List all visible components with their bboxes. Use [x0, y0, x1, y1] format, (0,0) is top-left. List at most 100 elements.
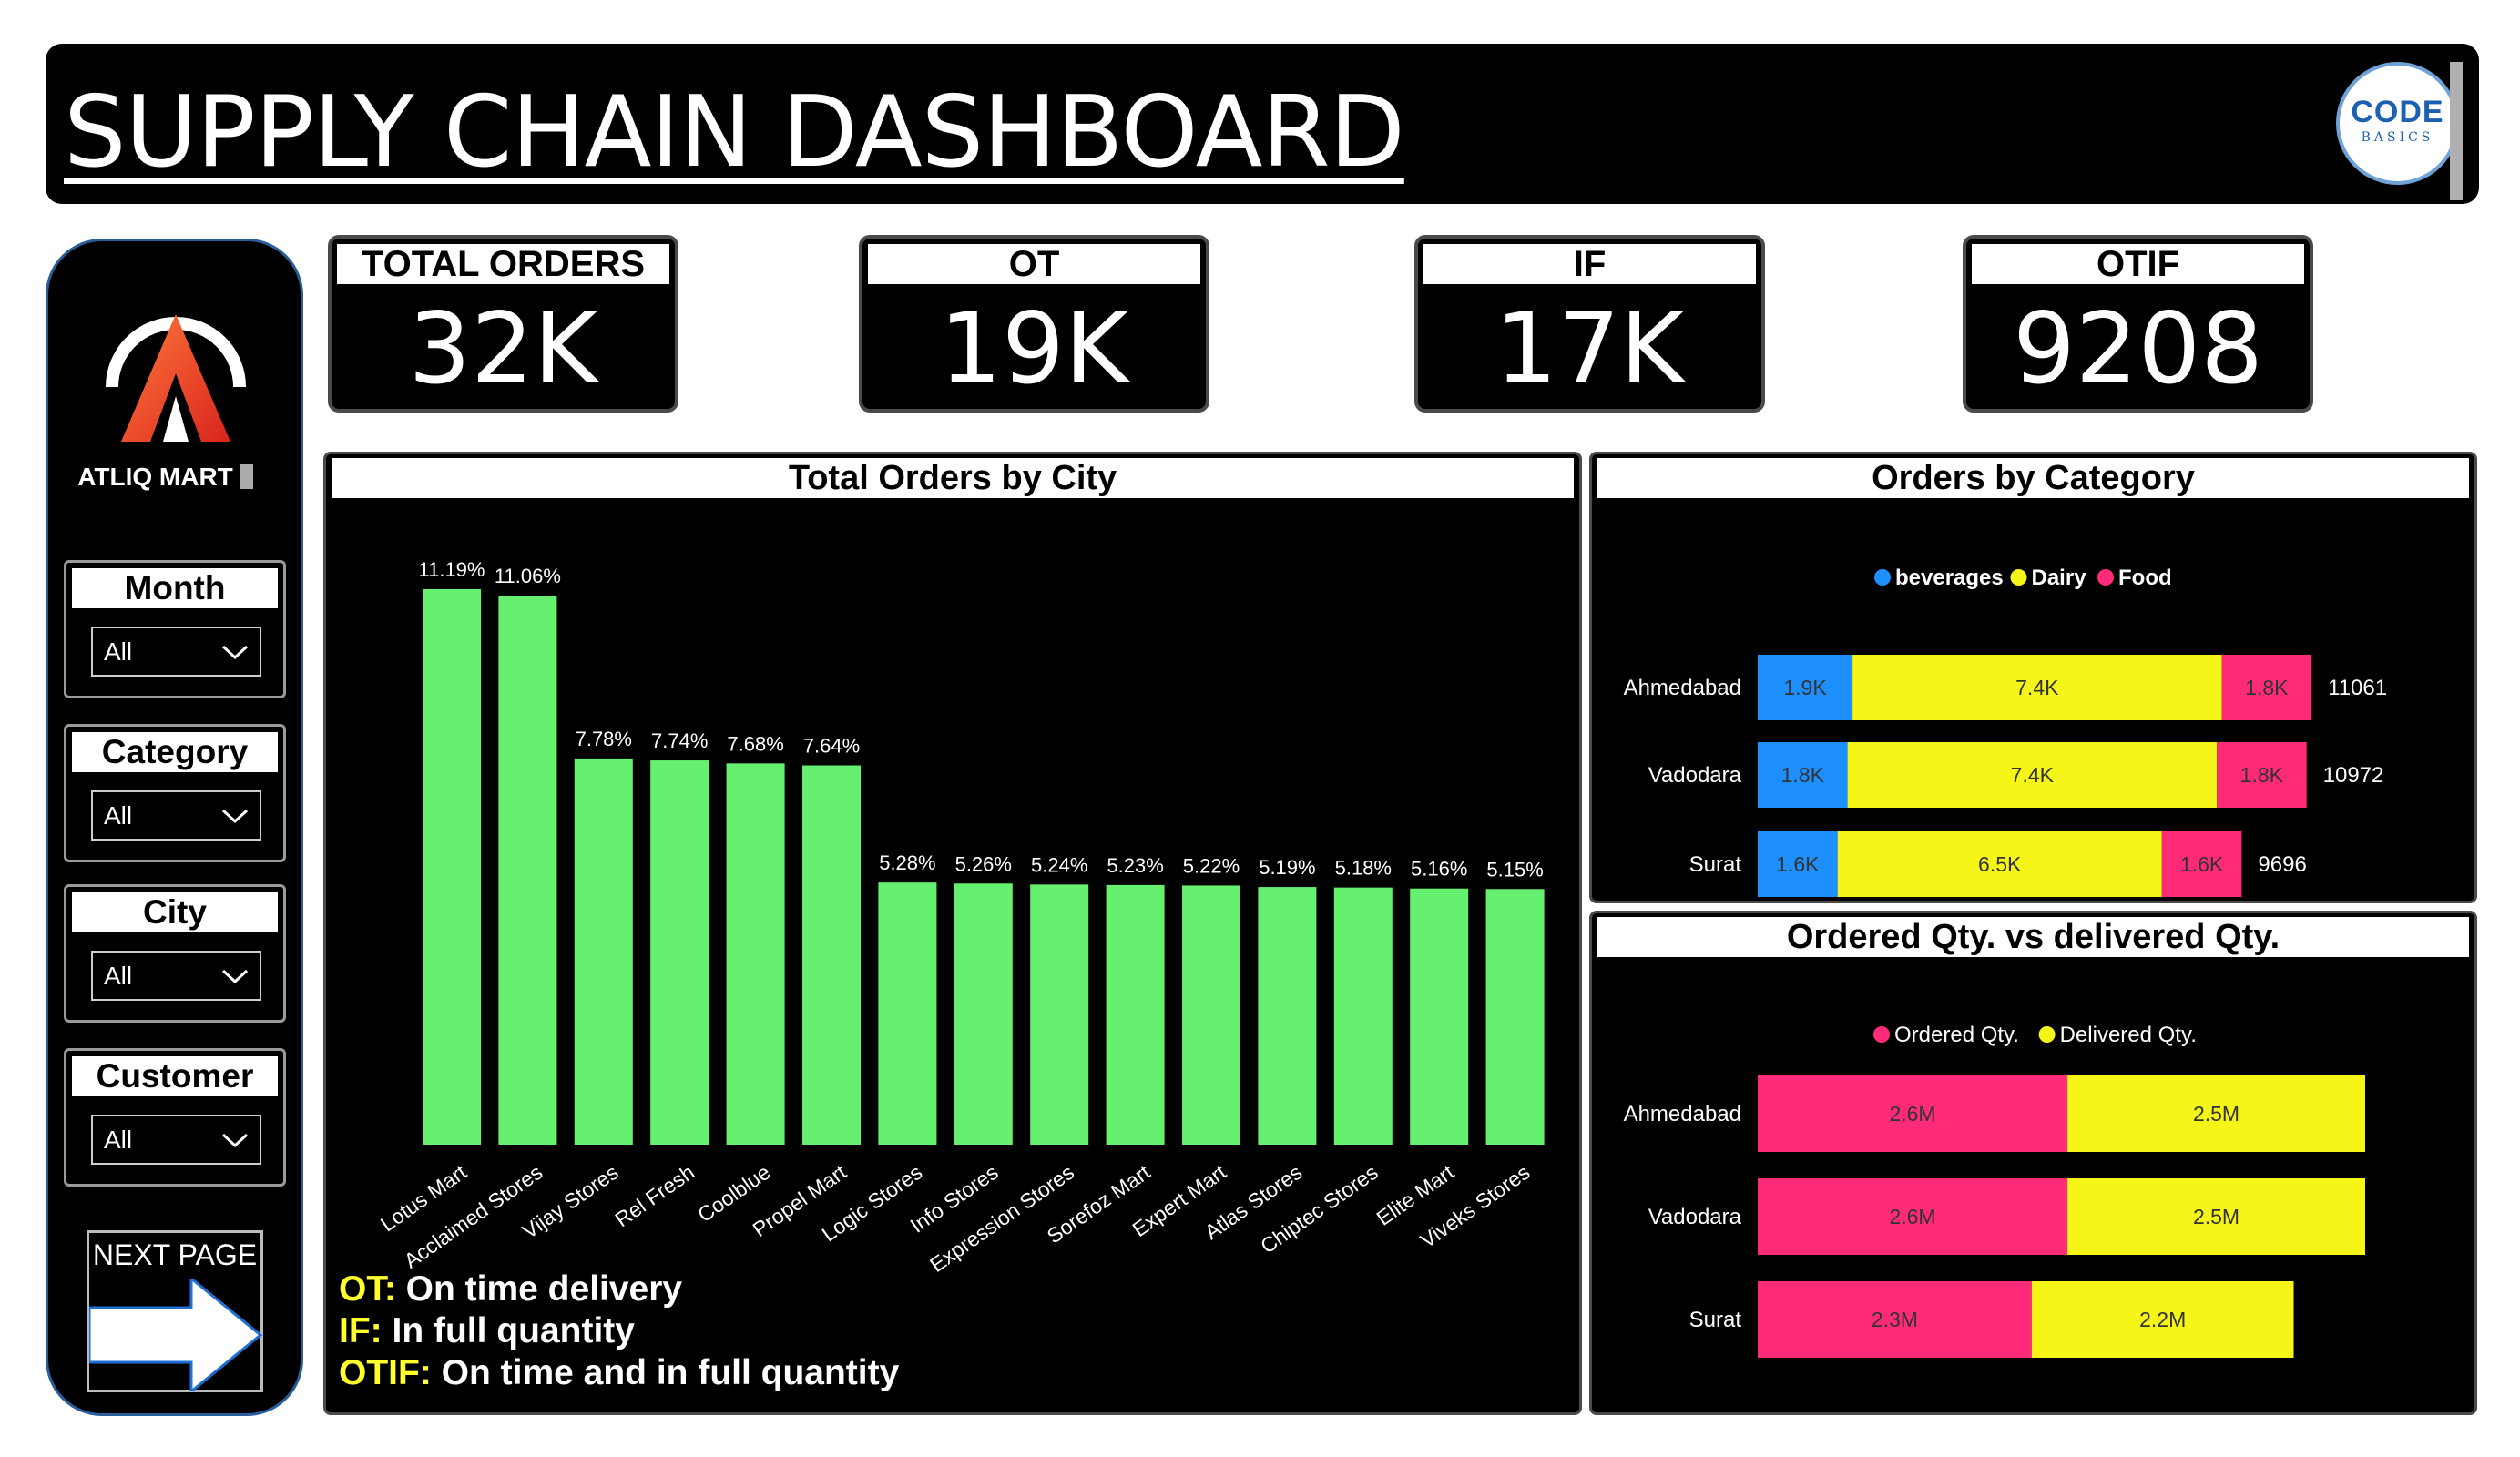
codebasics-logo: CODE BASICS	[2336, 62, 2459, 185]
city-bar-label: 7.78%	[576, 728, 632, 750]
city-bar-label: 5.19%	[1259, 856, 1315, 879]
segment-label: 2.5M	[2193, 1205, 2239, 1228]
city-bar	[1485, 889, 1545, 1145]
row-label: Ahmedabad	[1624, 676, 1741, 700]
city-bar-label: 5.28%	[879, 851, 935, 874]
segment-label: 6.5K	[1978, 852, 2022, 876]
stack-segment	[1758, 1281, 2032, 1358]
customer-dropdown[interactable]: All	[91, 1115, 261, 1165]
total-orders-by-city-chart: Total Orders by City 11.19% Lotus Mart 11.…	[323, 452, 1582, 1415]
month-dropdown[interactable]: All	[91, 627, 261, 677]
category-dropdown-value: All	[104, 801, 133, 830]
dashboard-header: SUPPLY CHAIN DASHBOARD	[46, 44, 2479, 204]
city-bar-label: 5.16%	[1411, 858, 1467, 881]
kpi-value: 19K	[939, 292, 1129, 406]
legend-label: Delivered Qty.	[2060, 1023, 2197, 1047]
brand-logo-main: CODE	[2351, 95, 2444, 129]
stack-segment	[1758, 655, 1853, 720]
category-filter-label: Category	[72, 732, 278, 772]
month-dropdown-value: All	[104, 637, 133, 666]
legend-marker	[1874, 569, 1891, 586]
city-bar	[802, 765, 861, 1145]
legend-label: beverages	[1895, 565, 2004, 590]
city-bar-label: 5.18%	[1335, 857, 1392, 880]
city-bar-label: 5.24%	[1031, 853, 1087, 876]
stack-segment	[1847, 742, 2218, 808]
city-category-label: Acclaimed Stores	[400, 1160, 547, 1273]
ordered-vs-delivered-chart: Ordered Qty. vs delivered Qty. Ordered Q…	[1589, 911, 2477, 1415]
chevron-down-icon	[221, 809, 249, 824]
city-dropdown[interactable]: All	[91, 951, 261, 1001]
segment-label: 1.6K	[1776, 852, 1820, 876]
note-otif: OTIF: On time and in full quantity	[339, 1353, 900, 1392]
kpi-if: IF 17K	[1414, 235, 1765, 413]
legend-label: Ordered Qty.	[1894, 1023, 2019, 1047]
month-filter-label: Month	[72, 568, 278, 608]
category-filter: Category All	[64, 724, 286, 862]
stack-segment	[1837, 831, 2162, 897]
arrow-right-icon	[89, 1279, 262, 1391]
city-bar	[498, 596, 557, 1145]
city-bar-label: 7.68%	[727, 732, 783, 755]
segment-label: 1.6K	[2180, 852, 2224, 876]
stack-segment	[1758, 742, 1848, 808]
row-total-label: 10972	[2323, 763, 2384, 788]
next-page-button[interactable]: NEXT PAGE	[87, 1230, 263, 1392]
stack-segment	[2161, 831, 2242, 897]
legend-label: Dairy	[2032, 565, 2087, 590]
kpi-otif: OTIF 9208	[1963, 235, 2313, 413]
brand-logo-sub: BASICS	[2361, 130, 2434, 145]
city-category-label: Rel Fresh	[610, 1160, 699, 1231]
city-bar-label: 7.74%	[651, 729, 708, 752]
segment-label: 2.6M	[1889, 1205, 1935, 1228]
legend-marker	[2010, 569, 2027, 586]
orders-by-category-chart: Orders by Category beverages Dairy Food Ahm…	[1589, 452, 2477, 903]
row-total-label: 9696	[2258, 852, 2306, 877]
segment-label: 7.4K	[2015, 676, 2059, 699]
city-bar-label: 5.15%	[1486, 858, 1543, 881]
chevron-down-icon	[221, 1133, 249, 1148]
note-if: IF: In full quantity	[339, 1311, 635, 1350]
kpi-ot: OT 19K	[859, 235, 1209, 413]
city-dropdown-value: All	[104, 962, 133, 990]
stack-segment	[2031, 1281, 2294, 1358]
city-bar	[1410, 888, 1469, 1145]
city-bar	[1030, 884, 1089, 1145]
kpi-label: OTIF	[1972, 244, 2304, 284]
city-bar	[1258, 887, 1317, 1145]
qty-bar-plot: Ordered Qty. Delivered Qty. Ahmedabad 2.6M 2…	[1624, 1023, 2365, 1358]
city-bar	[726, 763, 785, 1145]
row-label: Vadodara	[1648, 763, 1742, 788]
legend-label: Food	[2118, 565, 2172, 590]
kpi-value: 32K	[408, 292, 598, 406]
city-bar	[650, 760, 709, 1145]
row-label: Vadodara	[1648, 1205, 1742, 1229]
stack-segment	[1758, 831, 1838, 897]
segment-label: 2.3M	[1872, 1308, 1918, 1331]
stack-segment	[2221, 655, 2312, 720]
chevron-down-icon	[221, 645, 249, 660]
city-bar	[1182, 885, 1240, 1145]
header-scrollbar[interactable]	[2450, 62, 2463, 200]
chart-title: Orders by Category	[1597, 458, 2469, 498]
segment-label: 7.4K	[2011, 763, 2055, 787]
sidebar: ATLIQ MART Month All Category All City A…	[46, 239, 303, 1416]
page-title: SUPPLY CHAIN DASHBOARD	[64, 76, 1405, 189]
city-bar	[1333, 887, 1393, 1145]
segment-label: 2.6M	[1889, 1102, 1935, 1126]
kpi-label: OT	[868, 244, 1200, 284]
month-filter: Month All	[64, 560, 286, 698]
city-filter-label: City	[72, 892, 278, 932]
city-category-label: Expression Stores	[925, 1160, 1078, 1277]
city-bar-label: 5.23%	[1107, 854, 1163, 877]
legend-marker	[2038, 1026, 2056, 1043]
city-bar-label: 5.26%	[955, 852, 1012, 875]
city-bar-label: 7.64%	[803, 735, 860, 758]
note-ot: OT: On time delivery	[339, 1269, 683, 1309]
city-bar	[423, 589, 481, 1145]
city-bar	[878, 882, 937, 1145]
stack-segment	[1852, 655, 2222, 720]
customer-dropdown-value: All	[104, 1126, 133, 1154]
row-label: Surat	[1689, 852, 1742, 877]
category-dropdown[interactable]: All	[91, 790, 261, 841]
